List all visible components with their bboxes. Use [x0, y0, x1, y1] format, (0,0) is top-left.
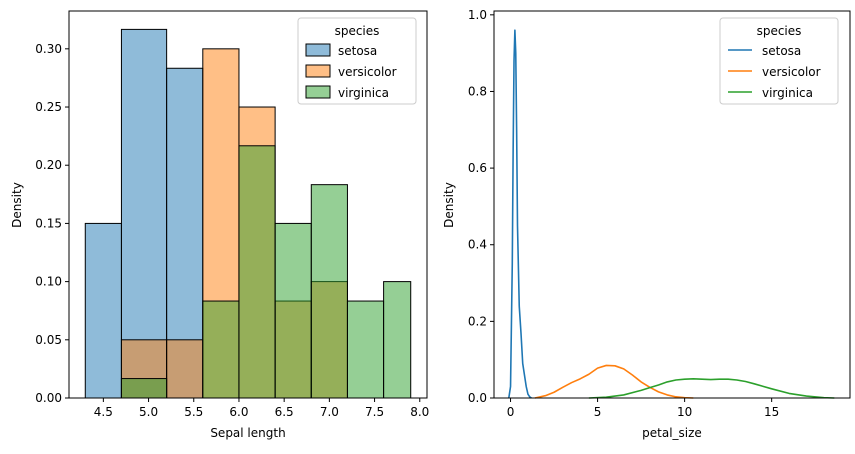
- histogram-bar-setosa: [84, 222, 122, 399]
- histogram-bar-virginica: [383, 281, 412, 399]
- kde-y-ticks: 0.0 0.2 0.4 0.6 0.8 1.0: [468, 8, 494, 405]
- histogram-bar-virginica: [238, 145, 276, 399]
- y-tick-label: 0.25: [35, 100, 62, 114]
- y-tick-label: 0.15: [35, 216, 62, 230]
- histogram-legend-label-setosa: setosa: [338, 44, 377, 58]
- x-tick-label: 5.5: [184, 405, 203, 419]
- kde-x-ticks: 0 5 10 15: [507, 398, 779, 419]
- y-tick-label: 0.8: [468, 84, 487, 98]
- histogram-legend: species setosa versicolor virginica: [297, 17, 417, 105]
- x-tick-label: 5: [594, 405, 602, 419]
- y-tick-label: 0.10: [35, 275, 62, 289]
- histogram-x-ticks: 4.5 5.0 5.5 6.0 6.5 7.0 7.5 8.0: [94, 398, 429, 419]
- histogram-bars: [84, 28, 412, 399]
- kde-legend-title: species: [757, 24, 802, 38]
- histogram-bar-virginica: [274, 222, 312, 399]
- kde-legend-label-setosa: setosa: [762, 44, 801, 58]
- histogram-legend-box: [297, 17, 417, 105]
- kde-legend-label-versicolor: versicolor: [762, 65, 821, 79]
- x-tick-label: 0: [507, 405, 515, 419]
- histogram-panel: 4.5 5.0 5.5 6.0 6.5 7.0 7.5 8.0 0.00 0.05 0.10 0.1…: [10, 10, 429, 440]
- kde-panel: 0 5 10 15 0.0 0.2 0.4 0.6 0.8 1.0 petal_size Den…: [442, 8, 851, 440]
- histogram-bar-virginica: [202, 300, 240, 399]
- y-tick-label: 0.00: [35, 391, 62, 405]
- kde-legend-box: [719, 17, 839, 105]
- y-tick-label: 0.20: [35, 158, 62, 172]
- x-tick-label: 8.0: [410, 405, 429, 419]
- y-tick-label: 1.0: [468, 8, 487, 22]
- histogram-bar-virginica: [310, 184, 348, 399]
- histogram-y-axis-label: Density: [10, 182, 24, 228]
- kde-legend-label-virginica: virginica: [762, 86, 813, 100]
- kde-line-setosa: [508, 29, 532, 399]
- kde-y-axis-label: Density: [442, 182, 456, 228]
- histogram-axes-frame: [68, 10, 428, 399]
- y-tick-label: 0.4: [468, 238, 487, 252]
- histogram-legend-title: species: [335, 24, 380, 38]
- y-tick-label: 0.05: [35, 333, 62, 347]
- x-tick-label: 15: [764, 405, 779, 419]
- histogram-legend-swatch-setosa: [305, 43, 331, 57]
- histogram-legend-swatch-virginica: [305, 85, 331, 99]
- histogram-bar-virginica: [120, 378, 168, 399]
- histogram-bar-setosa: [120, 28, 168, 399]
- kde-axes-frame: [493, 10, 851, 399]
- x-tick-label: 6.0: [229, 405, 248, 419]
- kde-legend: species setosa versicolor virginica: [719, 17, 839, 105]
- y-tick-label: 0.30: [35, 42, 62, 56]
- histogram-legend-swatch-versicolor: [305, 64, 331, 78]
- x-tick-label: 7.0: [320, 405, 339, 419]
- kde-line-versicolor: [534, 364, 694, 399]
- y-tick-label: 0.6: [468, 161, 487, 175]
- kde-lines: [508, 29, 835, 399]
- x-tick-label: 7.5: [365, 405, 384, 419]
- y-tick-label: 0.2: [468, 314, 487, 328]
- histogram-legend-label-virginica: virginica: [338, 86, 389, 100]
- x-tick-label: 6.5: [275, 405, 294, 419]
- y-tick-label: 0.0: [468, 391, 487, 405]
- x-tick-label: 4.5: [94, 405, 113, 419]
- histogram-x-axis-label: Sepal length: [210, 426, 285, 440]
- x-tick-label: 10: [677, 405, 692, 419]
- kde-line-virginica: [588, 378, 835, 399]
- histogram-legend-label-versicolor: versicolor: [338, 65, 397, 79]
- kde-x-axis-label: petal_size: [642, 426, 702, 440]
- histogram-bar-virginica: [346, 300, 385, 399]
- histogram-bar-versicolor: [166, 339, 204, 399]
- histogram-y-ticks: 0.00 0.05 0.10 0.15 0.20 0.25 0.30: [35, 42, 69, 405]
- x-tick-label: 5.0: [139, 405, 158, 419]
